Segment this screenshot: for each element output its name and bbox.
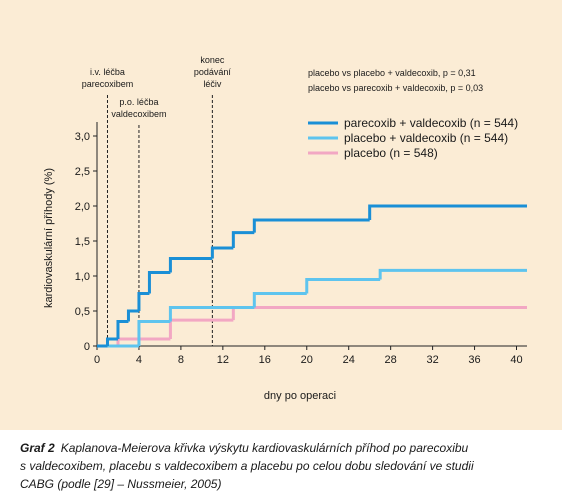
y-tick-label: 1,5 — [75, 236, 90, 248]
x-tick-label: 32 — [426, 354, 438, 366]
step-segment — [137, 292, 150, 311]
x-tick-label: 36 — [468, 354, 480, 366]
note: placebo vs parecoxib + valdecoxib, p = 0… — [308, 83, 483, 93]
annotation-text: valdecoxibem — [111, 109, 166, 119]
step-segment — [147, 271, 171, 294]
y-tick-label: 0 — [84, 341, 90, 353]
step-segment — [105, 337, 118, 346]
x-tick-label: 0 — [94, 354, 100, 366]
y-tick-label: 1,0 — [75, 271, 90, 283]
caption-label: Graf 2 — [20, 441, 55, 455]
annotation-text: léčiv — [203, 79, 222, 89]
x-tick-label: 24 — [343, 354, 355, 366]
step-segment — [231, 231, 255, 248]
note: placebo vs placebo + valdecoxib, p = 0,3… — [308, 68, 476, 78]
y-tick-label: 0,5 — [75, 306, 90, 318]
annotation-text: p.o. léčba — [119, 97, 158, 107]
step-segment — [168, 306, 255, 322]
annotation-text: podávání — [194, 67, 232, 77]
annotation-text: i.v. léčba — [90, 67, 125, 77]
y-tick-label: 2,0 — [75, 201, 90, 213]
step-segment — [210, 246, 234, 259]
caption-line: s valdecoxibem, placebu s valdecoxibem a… — [20, 459, 474, 473]
x-tick-label: 40 — [510, 354, 522, 366]
legend-label: placebo + valdecoxib (n = 544) — [344, 131, 508, 145]
caption-line: Kaplanova-Meierova křivka výskytu kardio… — [61, 441, 469, 455]
step-segment — [126, 309, 139, 322]
step-segment — [252, 292, 307, 308]
y-tick-label: 3,0 — [75, 131, 90, 143]
y-tick-label: 2,5 — [75, 166, 90, 178]
step-segment — [378, 268, 527, 280]
caption-line: CABG (podle [29] – Nussmeier, 2005) — [20, 477, 221, 491]
x-tick-label: 16 — [259, 354, 271, 366]
annotation-text: parecoxibem — [82, 79, 134, 89]
step-segment — [252, 218, 370, 233]
step-segment — [168, 257, 213, 273]
x-tick-label: 12 — [217, 354, 229, 366]
x-tick-label: 20 — [301, 354, 313, 366]
x-axis-label: dny po operaci — [264, 390, 336, 402]
step-segment — [116, 320, 129, 339]
x-tick-label: 8 — [178, 354, 184, 366]
x-tick-label: 4 — [136, 354, 142, 366]
y-axis-label: kardiovaskulární příhody (%) — [43, 168, 55, 308]
legend-label: placebo (n = 548) — [344, 146, 438, 160]
step-segment — [368, 204, 527, 220]
step-segment — [137, 320, 171, 346]
annotation-text: konec — [200, 55, 225, 65]
step-segment — [305, 278, 381, 294]
x-tick-label: 28 — [385, 354, 397, 366]
panel-background — [0, 0, 562, 430]
legend-label: parecoxib + valdecoxib (n = 544) — [344, 116, 518, 130]
